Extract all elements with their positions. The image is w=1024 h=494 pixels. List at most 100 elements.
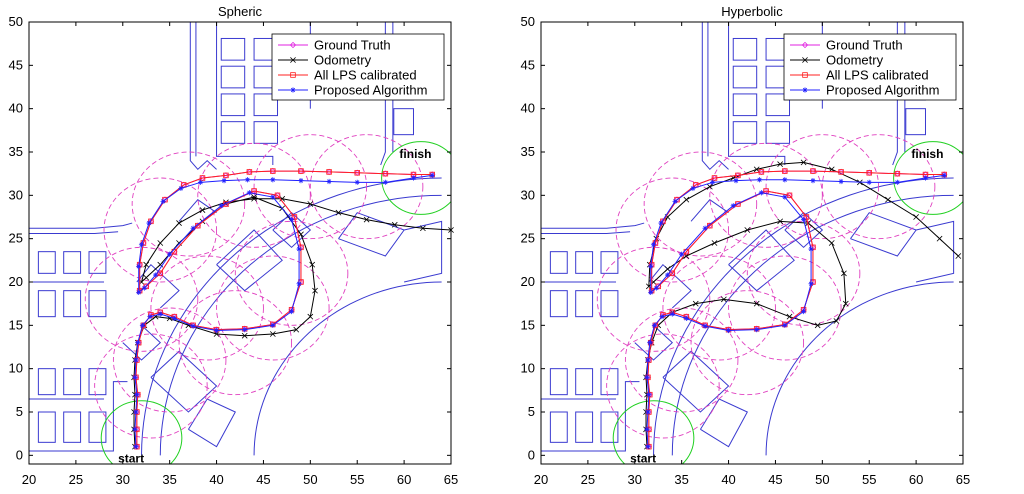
anchor-circle: [112, 307, 227, 413]
data-point: [157, 240, 164, 246]
legend-label: All LPS calibrated: [826, 68, 929, 83]
anchor-circle: [624, 307, 739, 413]
wall: [541, 231, 631, 234]
interior-room: [784, 211, 824, 249]
curved-wall: [253, 281, 442, 456]
start-circle: [100, 400, 183, 464]
y-tick-label: 15: [9, 317, 23, 332]
data-point: [753, 166, 760, 173]
data-point: [786, 313, 793, 320]
legend-marker: [290, 87, 296, 93]
data-point: [672, 198, 678, 204]
data-point: [651, 322, 658, 328]
x-tick-label: 60: [397, 472, 411, 487]
room: [549, 251, 568, 274]
data-point: [270, 194, 276, 200]
data-point: [669, 311, 675, 317]
finish-circle: [381, 141, 451, 215]
x-tick-label: 25: [581, 472, 595, 487]
y-tick-label: 10: [521, 361, 535, 376]
room: [549, 368, 568, 396]
data-point: [758, 190, 764, 196]
room: [732, 121, 758, 144]
data-point: [711, 175, 718, 181]
data-point: [270, 322, 276, 328]
data-point: [828, 240, 835, 246]
room: [575, 411, 594, 443]
anchor-circle: [746, 220, 861, 326]
room: [88, 411, 107, 443]
y-tick-label: 20: [521, 274, 535, 289]
y-tick-label: 50: [521, 14, 535, 29]
data-point: [655, 283, 661, 290]
data-point: [955, 253, 962, 259]
y-tick-label: 15: [521, 317, 535, 332]
data-point: [291, 214, 298, 220]
data-point: [744, 227, 751, 233]
data-point: [810, 178, 816, 184]
anchor-circle: [662, 255, 776, 361]
data-point: [710, 179, 716, 185]
annotation-finish: finish: [399, 147, 431, 161]
room: [220, 121, 246, 144]
data-point: [645, 357, 651, 363]
data-point: [242, 327, 248, 333]
data-point: [782, 177, 788, 183]
data-point: [808, 281, 814, 287]
x-tick-label: 65: [956, 472, 970, 487]
data-point: [326, 178, 332, 185]
data-point: [653, 285, 659, 291]
interior-room: [662, 350, 730, 413]
data-point: [646, 392, 652, 398]
data-point: [838, 169, 844, 175]
data-point: [706, 183, 713, 190]
data-point: [133, 409, 139, 415]
data-point: [171, 315, 177, 321]
legend-marker: [290, 72, 296, 78]
data-point: [269, 331, 276, 337]
data-point: [647, 340, 653, 346]
x-tick-label: 50: [815, 472, 829, 487]
y-tick-label: 35: [521, 144, 535, 159]
anchor-circle: [197, 142, 311, 248]
room: [220, 37, 246, 61]
data-point: [650, 242, 657, 248]
wall: [541, 222, 645, 229]
data-point: [199, 207, 206, 213]
x-tick-label: 35: [674, 472, 688, 487]
data-point: [800, 308, 807, 315]
x-tick-label: 30: [116, 472, 130, 487]
data-point: [753, 300, 760, 307]
data-point: [157, 270, 164, 277]
curved-wall: [653, 177, 954, 456]
data-point: [894, 170, 901, 177]
data-point: [241, 332, 248, 339]
curved-wall: [159, 194, 442, 456]
data-point: [246, 169, 253, 175]
anchor-circle: [709, 142, 823, 248]
room: [63, 368, 82, 396]
x-tick-label: 60: [909, 472, 923, 487]
data-point: [223, 172, 229, 179]
data-point: [665, 272, 671, 278]
data-point: [782, 194, 788, 200]
y-tick-label: 30: [521, 187, 535, 202]
annotation-start: start: [630, 451, 656, 465]
data-point: [679, 251, 685, 257]
anchor-circle: [690, 290, 805, 396]
data-point: [298, 231, 304, 238]
data-point: [410, 175, 417, 181]
data-point: [730, 203, 736, 209]
data-point: [720, 296, 727, 303]
legend-label: Odometry: [314, 53, 372, 68]
data-point: [644, 426, 650, 432]
data-point: [777, 218, 784, 225]
data-point: [866, 179, 872, 185]
data-point: [134, 392, 140, 398]
x-tick-label: 20: [534, 472, 548, 487]
interior-room: [634, 324, 674, 361]
data-point: [176, 220, 182, 226]
data-point: [190, 225, 196, 231]
data-point: [838, 178, 844, 185]
